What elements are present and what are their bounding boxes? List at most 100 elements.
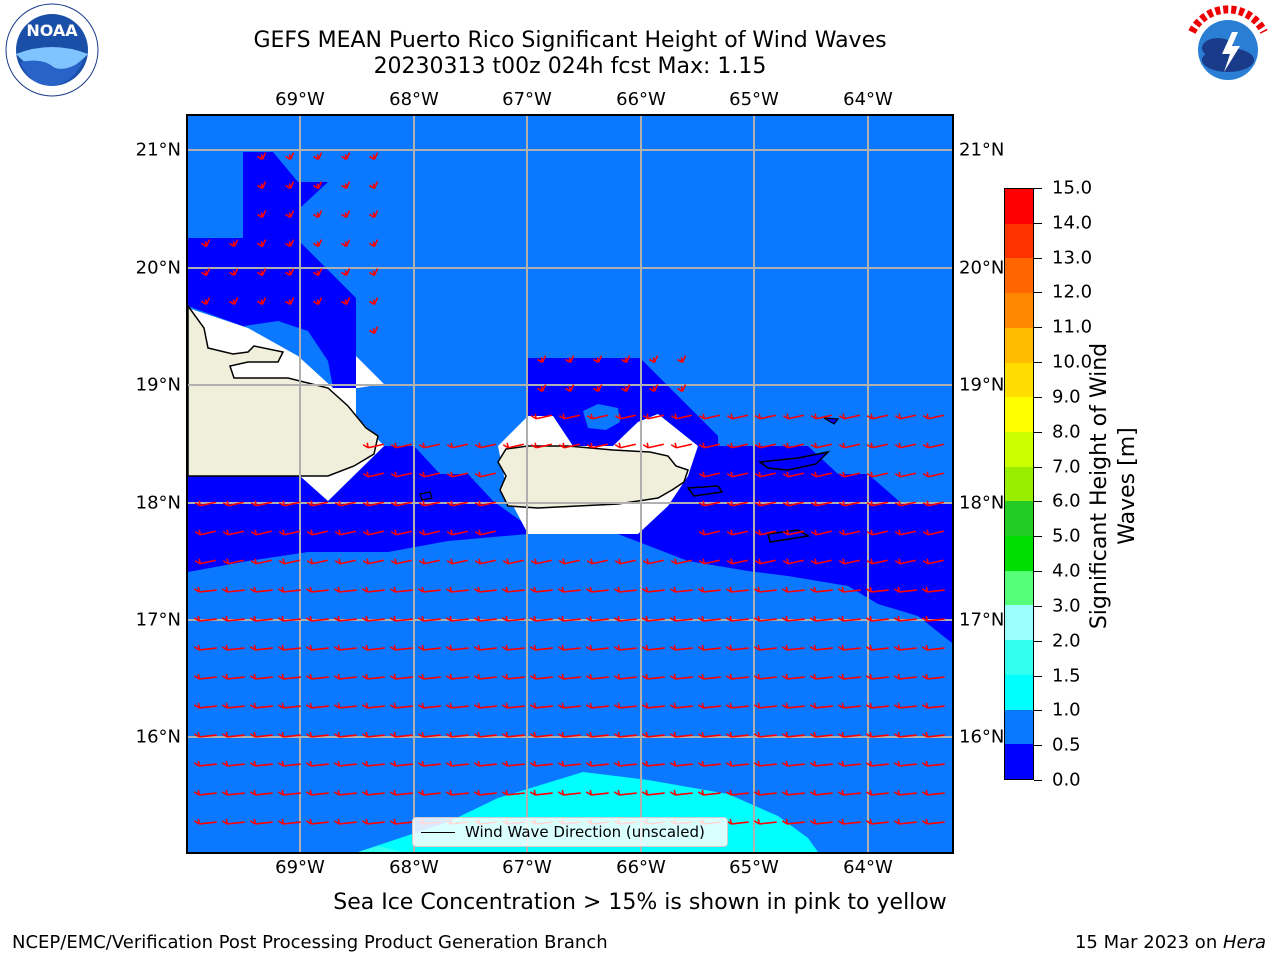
wind-wave-arrow [474, 529, 496, 536]
wind-wave-arrow [585, 731, 609, 738]
wind-wave-arrow [781, 586, 805, 593]
wind-wave-arrow [285, 239, 295, 248]
colorbar-title: Significant Height of Wind Waves [m] [1086, 326, 1142, 646]
lat-tick-right: 20°N [959, 257, 1005, 279]
wind-wave-arrow [809, 789, 833, 796]
wind-wave-arrow [473, 644, 497, 651]
wind-wave-arrow [725, 644, 749, 651]
wind-wave-arrow [866, 442, 888, 449]
field-0.0-0.5 [188, 446, 952, 643]
wind-wave-arrow [501, 702, 525, 709]
wind-wave-arrow [557, 644, 581, 651]
wind-wave-arrow [641, 644, 665, 651]
wind-wave-arrow [613, 586, 637, 593]
colorbar-tick [1034, 571, 1042, 573]
wind-wave-arrow [341, 152, 351, 161]
wind-wave-arrow [754, 500, 776, 507]
wind-wave-arrow [201, 239, 211, 248]
lon-tick-bottom: 65°W [729, 857, 779, 878]
wind-wave-arrow [697, 615, 721, 622]
wind-wave-arrow [670, 442, 692, 449]
lat-tick-right: 16°N [959, 726, 1005, 748]
colorbar-tick [1034, 327, 1042, 329]
wind-wave-arrow [530, 442, 552, 449]
wind-wave-arrow [697, 644, 721, 651]
legend-label: Wind Wave Direction (unscaled) [465, 823, 705, 841]
wind-wave-arrow [474, 471, 496, 478]
wind-wave-arrow [333, 644, 357, 651]
wind-wave-arrow [557, 731, 581, 738]
wind-wave-arrow [333, 789, 357, 796]
wind-wave-arrow [361, 615, 385, 622]
wind-wave-arrow [726, 413, 748, 420]
colorbar-tick-label: 1.0 [1052, 699, 1081, 721]
wind-wave-arrow [641, 789, 665, 796]
colorbar-tick-label: 8.0 [1052, 421, 1081, 443]
lon-tick-top: 67°W [502, 89, 552, 110]
wind-wave-arrow [362, 529, 384, 536]
wind-wave-arrow [754, 442, 776, 449]
colorbar-tick [1034, 292, 1042, 294]
wind-wave-arrow [257, 181, 267, 190]
wind-wave-arrow [361, 644, 385, 651]
wind-wave-arrow [249, 644, 273, 651]
land-mona [419, 491, 433, 501]
wind-wave-arrow [257, 210, 267, 219]
wind-wave-arrow [677, 384, 687, 393]
wind-wave-arrow [809, 818, 833, 825]
wind-wave-arrow [389, 789, 413, 796]
wind-wave-arrow [501, 789, 525, 796]
lat-tick-right: 19°N [959, 374, 1005, 396]
wind-wave-arrow [754, 471, 776, 478]
wind-wave-arrow [753, 586, 777, 593]
wind-wave-arrow [417, 702, 441, 709]
wind-wave-arrow [838, 500, 860, 507]
wind-wave-arrow [313, 239, 323, 248]
wind-wave-arrow [389, 644, 413, 651]
wind-wave-arrow [277, 702, 301, 709]
wind-wave-arrow [417, 673, 441, 680]
wind-wave-arrow [249, 673, 273, 680]
wind-wave-arrow [221, 673, 245, 680]
colorbar-segment [1005, 536, 1033, 571]
wind-wave-arrow [277, 789, 301, 796]
wind-wave-arrow [837, 760, 861, 767]
wind-wave-arrow [305, 731, 329, 738]
wind-wave-arrow [389, 731, 413, 738]
nws-logo [1178, 2, 1278, 98]
wind-wave-arrow [922, 442, 944, 449]
colorbar [1004, 188, 1034, 780]
colorbar-tick [1034, 745, 1042, 747]
wind-wave-arrow [753, 673, 777, 680]
colorbar-tick-label: 14.0 [1052, 212, 1093, 234]
wind-wave-arrow [369, 297, 379, 306]
wind-wave-arrow [698, 558, 720, 565]
wind-wave-arrow [697, 789, 721, 796]
wind-wave-arrow [285, 181, 295, 190]
wind-wave-arrow [473, 673, 497, 680]
colorbar-tick-label: 11.0 [1052, 316, 1093, 338]
wind-wave-arrow [361, 673, 385, 680]
wind-wave-arrow [418, 529, 440, 536]
wind-wave-arrow [677, 355, 687, 364]
wind-wave-arrow [649, 355, 659, 364]
wind-wave-arrow [621, 384, 631, 393]
wind-wave-arrow [754, 558, 776, 565]
wind-wave-arrow [334, 558, 356, 565]
wind-wave-arrow [894, 558, 916, 565]
wind-wave-arrow [390, 558, 412, 565]
wind-wave-arrow [614, 413, 636, 420]
wind-wave-arrow [501, 673, 525, 680]
wind-wave-arrow [565, 355, 575, 364]
colorbar-tick-label: 2.0 [1052, 630, 1081, 652]
wind-wave-arrow [446, 529, 468, 536]
wind-wave-arrow [369, 181, 379, 190]
wind-wave-arrow [313, 152, 323, 161]
wind-wave-arrow [865, 789, 889, 796]
wind-wave-arrow [445, 644, 469, 651]
wind-wave-arrow [369, 326, 379, 335]
wind-wave-arrow [669, 644, 693, 651]
wind-wave-arrow [726, 529, 748, 536]
wind-wave-arrow [285, 152, 295, 161]
wind-wave-arrow [285, 297, 295, 306]
